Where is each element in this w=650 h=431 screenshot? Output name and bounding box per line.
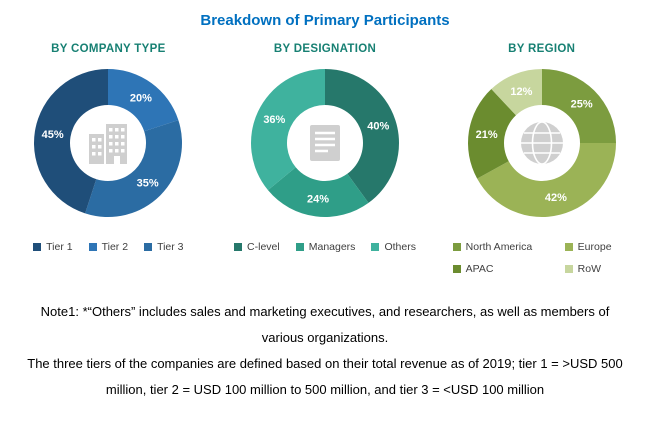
legend-label-others: Others — [384, 241, 416, 253]
footnote-line: Note1: *“Others” includes sales and mark… — [40, 304, 610, 319]
legend-swatch-tier-2 — [88, 243, 97, 251]
pie-slice-value-tier-1: 45% — [42, 129, 64, 141]
donut-company-type: 20% 35% 45% — [32, 67, 184, 219]
legend-label-tier-1: Tier 1 — [46, 241, 73, 253]
chart-region: BY REGION 25% 42% 21% 12% North America Euro… — [433, 43, 650, 275]
pie-slice-c-level — [325, 69, 400, 203]
legend-region: North America Europe APAC RoW — [452, 241, 631, 275]
legend-swatch-north-america — [452, 243, 461, 251]
legend-label-apac: APAC — [465, 262, 494, 275]
legend-label-tier-3: Tier 3 — [157, 241, 184, 253]
pie-slice-apac — [467, 89, 516, 179]
pie-slice-value-apac: 21% — [475, 129, 497, 141]
pie-slice-value-c-level: 40% — [367, 121, 389, 133]
legend-company-type: Tier 1 Tier 2 Tier 3 — [33, 241, 184, 275]
legend-item-tier-1: Tier 1 — [33, 241, 73, 253]
chart-heading-region: BY REGION — [508, 43, 576, 55]
pie-slice-others — [251, 69, 325, 191]
chart-company-type: BY COMPANY TYPE 20% 35% 45% — [0, 43, 217, 275]
legend-item-tier-2: Tier 2 — [88, 241, 129, 253]
footnotes: Note1: *“Others” includes sales and mark… — [0, 299, 650, 403]
legend-item-apac: APAC — [452, 262, 555, 275]
pie-slice-tier-1 — [34, 69, 109, 214]
legend-swatch-c-level — [234, 243, 243, 251]
pie-slice-value-managers: 24% — [307, 194, 329, 206]
legend-item-europe: Europe — [564, 241, 631, 253]
chart-heading-designation: BY DESIGNATION — [273, 43, 377, 55]
legend-swatch-europe — [564, 243, 573, 251]
pie-slice-managers — [267, 167, 369, 217]
pie-slice-tier-2 — [108, 69, 179, 132]
legend-label-c-level: C-level — [247, 241, 280, 253]
pie-slice-value-row: 12% — [510, 86, 532, 98]
legend-swatch-others — [371, 243, 380, 251]
legend-designation: C-level Managers Others — [234, 241, 416, 275]
pie-slice-value-tier-3: 35% — [137, 178, 159, 190]
legend-label-row: RoW — [577, 262, 602, 275]
donut-designation: 40% 24% 36% — [249, 67, 401, 219]
legend-swatch-tier-3 — [144, 243, 153, 251]
building-icon — [89, 124, 128, 164]
legend-label-tier-2: Tier 2 — [101, 241, 129, 253]
legend-label-managers: Managers — [308, 241, 356, 253]
pie-slice-north-america — [541, 69, 616, 143]
pie-slice-value-north-america: 25% — [570, 98, 592, 110]
legend-label-north-america: North America — [465, 241, 533, 253]
legend-item-tier-3: Tier 3 — [144, 241, 184, 253]
legend-swatch-managers — [295, 243, 304, 251]
donut-region: 25% 42% 21% 12% — [466, 67, 618, 219]
page-title: Breakdown of Primary Participants — [200, 12, 450, 29]
legend-item-others: Others — [371, 241, 416, 253]
chart-heading-company-type: BY COMPANY TYPE — [51, 43, 166, 55]
footnote-line: various organizations. — [261, 330, 389, 345]
footnote-line: The three tiers of the companies are def… — [27, 356, 623, 371]
pie-slice-value-tier-2: 20% — [130, 93, 152, 105]
pie-slice-tier-3 — [85, 120, 183, 218]
footnote-line: million, tier 2 = USD 100 million to 500… — [105, 382, 545, 397]
legend-item-managers: Managers — [295, 241, 356, 253]
legend-swatch-apac — [452, 264, 461, 273]
chart-designation: BY DESIGNATION 40% 24% 36% C-level Managers… — [217, 43, 434, 275]
pie-slice-value-others: 36% — [263, 114, 285, 126]
legend-item-north-america: North America — [452, 241, 555, 253]
legend-label-europe: Europe — [577, 241, 612, 253]
pie-slice-row — [491, 69, 542, 116]
pie-slice-europe — [476, 143, 616, 218]
globe-icon — [520, 121, 563, 165]
legend-swatch-row — [564, 264, 573, 273]
legend-item-c-level: C-level — [234, 241, 280, 253]
document-icon — [310, 125, 340, 161]
pie-slice-value-europe: 42% — [545, 192, 567, 204]
legend-item-row: RoW — [564, 262, 631, 275]
legend-swatch-tier-1 — [33, 243, 42, 251]
charts-row: BY COMPANY TYPE 20% 35% 45% — [0, 43, 650, 275]
